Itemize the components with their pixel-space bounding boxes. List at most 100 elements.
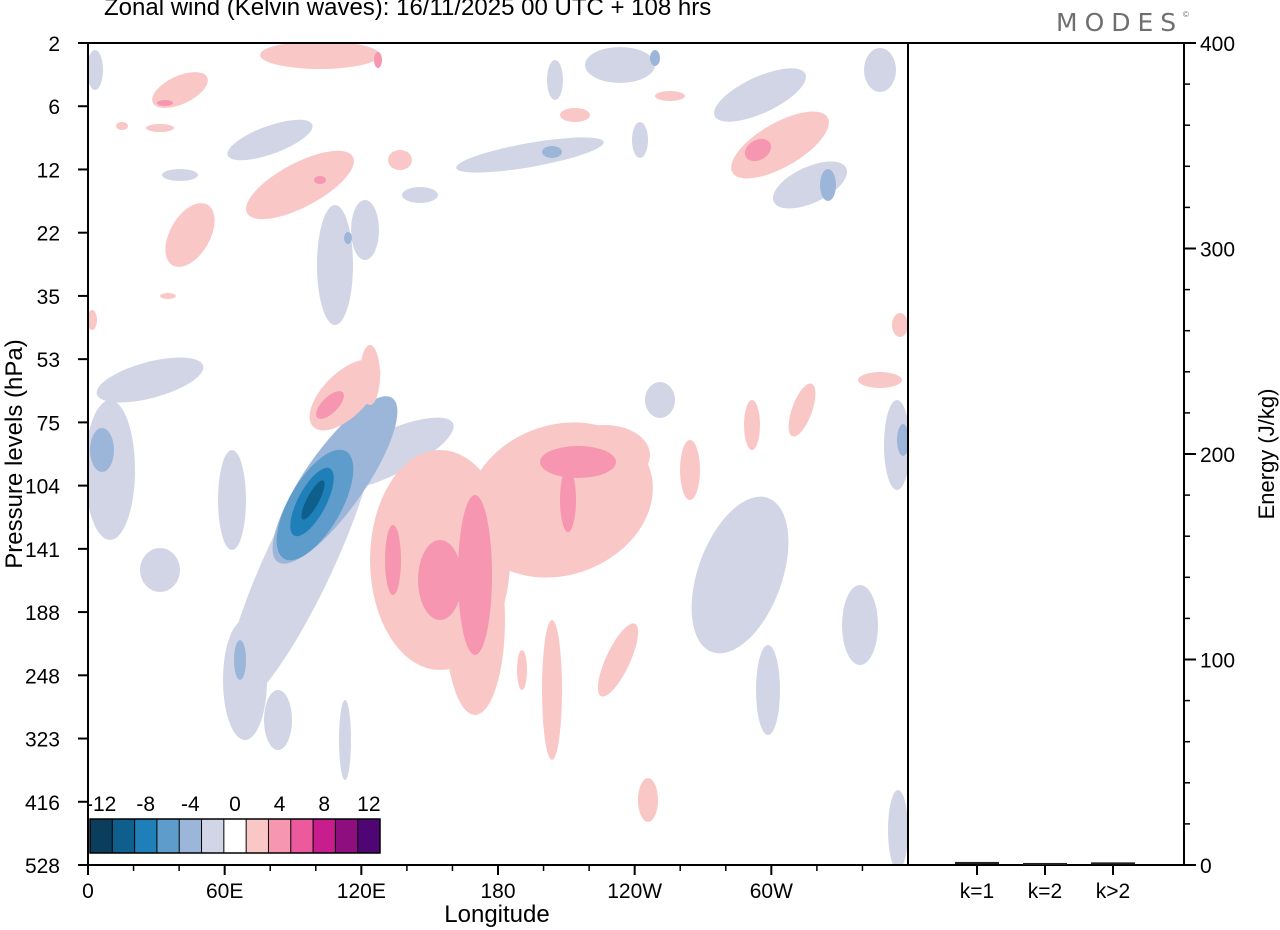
field-blob [645,382,675,418]
field-blob [744,138,772,162]
x-axis: 0 60E 120E 180 120W 60W [82,865,864,903]
x-axis-title: Longitude [444,901,549,928]
field-blob [820,169,836,201]
field-blob [227,119,313,161]
field-blob [517,650,527,690]
field-negative-extreme [301,480,325,520]
field-blob [897,424,908,456]
energy-bar [1023,862,1067,865]
colorbar: -12 -8 -4 0 4 8 12 [86,793,381,854]
colorbar-label: 0 [229,793,241,816]
field-blob [339,700,351,780]
field-blob [892,313,908,337]
y-tick-label: 248 [25,665,60,688]
x-tick-label: 60E [206,880,243,903]
field-blob [264,690,292,750]
field-blob [162,169,198,181]
colorbar-swatch [156,819,180,853]
field-blob [317,205,353,325]
colorbar-swatch [90,819,113,853]
field-blob [731,111,829,179]
y-tick-label: 53 [37,349,60,372]
colorbar-label: -8 [136,793,155,816]
field-blob [456,137,604,173]
colorbar-swatch [134,819,158,853]
x-tick-label: 0 [82,880,94,903]
field-blob [560,468,576,532]
field-blob [316,391,344,419]
y-tick-label: 528 [25,855,60,878]
energy-tick-label: 0 [1200,855,1212,878]
colorbar-swatch [290,819,314,853]
energy-tick-label: 100 [1200,650,1235,673]
x-tick-label: 120W [607,880,662,903]
field-blob [351,200,379,260]
colorbar-swatch [223,819,247,853]
y-axis-title: Pressure levels (hPa) [1,339,28,568]
field-blob [344,232,352,244]
colorbar-label: 12 [357,793,380,816]
field-blob [864,48,896,92]
field-blob [260,43,380,69]
field-blob [301,480,325,520]
field-blob [165,203,215,267]
x-tick-label: 60W [750,880,793,903]
field-blob [88,50,103,90]
colorbar-swatch [335,819,359,853]
field-blob [542,620,562,760]
field-blob [223,620,267,740]
field-blob [714,68,806,122]
colorbar-swatch [112,819,136,853]
colorbar-swatch [268,819,292,853]
y-tick-label: 6 [48,96,60,119]
field-blob [744,400,760,450]
field-blob [218,450,246,550]
y-axis: 2 6 12 22 35 53 75 104 141 188 248 323 416 528 [25,33,88,878]
field-blob [418,540,462,620]
field-blob [88,400,135,540]
energy-tick-label: 400 [1200,33,1235,56]
colorbar-swatch [313,819,336,853]
y-tick-label: 2 [48,33,60,56]
field-blob [88,310,97,330]
colorbar-swatch [246,819,269,853]
field-blob [388,150,412,170]
energy-category-label: k=2 [1028,880,1062,903]
colorbar-label: 8 [318,793,330,816]
y-tick-label: 416 [25,792,60,815]
field-blob [756,645,780,735]
x-tick-label: 120E [337,880,386,903]
field-blob [360,345,380,405]
brand-copyright-mark: © [1183,10,1189,19]
y-tick-label: 104 [25,476,60,499]
field-blob [842,585,878,665]
field-blob [146,124,174,132]
field-blob [160,293,176,299]
field-blob [385,525,401,595]
field-blob [540,446,616,478]
energy-tick-label: 300 [1200,239,1235,262]
y-tick-label: 35 [37,286,60,309]
field-blob [314,176,326,184]
field-blob [655,91,685,101]
energy-axis-title: Energy (J/kg) [1254,389,1279,520]
field-blob [234,640,246,680]
field-blob [157,100,173,106]
field-blob [152,72,208,108]
energy-category-label: k=1 [960,880,994,903]
field-blob [884,400,908,490]
colorbar-label: -12 [86,793,116,816]
field-blob [585,47,655,83]
field-blob [116,122,128,130]
field-blob [597,623,639,697]
energy-bar [1091,862,1135,865]
field-blob [402,187,438,203]
energy-category-label: k>2 [1096,880,1130,903]
colorbar-label: -4 [181,793,200,816]
energy-bar [955,861,999,864]
field-positive-moderate [157,52,772,655]
energy-tick-label: 200 [1200,444,1235,467]
field-blob [632,122,648,158]
y-tick-label: 323 [25,729,60,752]
